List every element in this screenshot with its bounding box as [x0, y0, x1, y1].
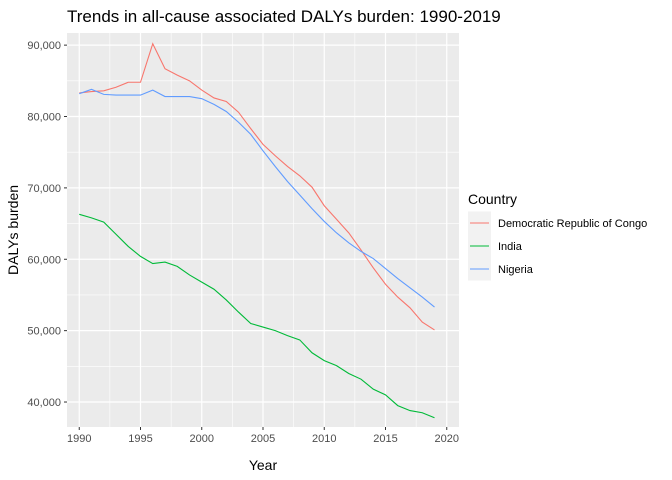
- legend-item-nigeria: Nigeria: [468, 257, 534, 281]
- x-tick-label: 2015: [373, 433, 397, 445]
- x-tick-label: 1995: [128, 433, 152, 445]
- legend-item-india: India: [468, 234, 523, 258]
- legend: Country Democratic Republic of Congo Indi…: [468, 191, 647, 281]
- legend-label: Nigeria: [498, 264, 534, 276]
- x-tick-label: 2020: [435, 433, 459, 445]
- y-axis-title: DALYs burden: [5, 185, 21, 275]
- series-line-nigeria: [79, 88, 435, 308]
- x-tick-label: 2010: [312, 433, 336, 445]
- x-axis: 1990 1995 2000 2005 2010 2015 2020: [67, 427, 459, 445]
- y-tick-label: 50,000: [27, 326, 61, 338]
- chart-title: Trends in all-cause associated DALYs bur…: [67, 7, 501, 26]
- legend-item-democratic-republic-of-congo: Democratic Republic of Congo: [468, 211, 647, 235]
- series-lines: [79, 42, 435, 419]
- y-tick-label: 60,000: [27, 254, 61, 266]
- legend-label: Democratic Republic of Congo: [498, 218, 647, 230]
- legend-title: Country: [468, 191, 517, 207]
- x-axis-title: Year: [249, 457, 278, 473]
- legend-label: India: [498, 241, 523, 253]
- y-tick-label: 80,000: [27, 112, 61, 124]
- x-tick-label: 2000: [190, 433, 214, 445]
- y-tick-label: 90,000: [27, 40, 61, 52]
- y-tick-label: 40,000: [27, 397, 61, 409]
- x-tick-label: 2005: [251, 433, 275, 445]
- x-tick-label: 1990: [67, 433, 91, 445]
- y-tick-label: 70,000: [27, 183, 61, 195]
- y-axis: 40,000 50,000 60,000 70,000 80,000 90,000: [27, 40, 67, 409]
- series-line-democratic-republic-of-congo: [79, 42, 435, 331]
- series-line-india: [79, 213, 435, 419]
